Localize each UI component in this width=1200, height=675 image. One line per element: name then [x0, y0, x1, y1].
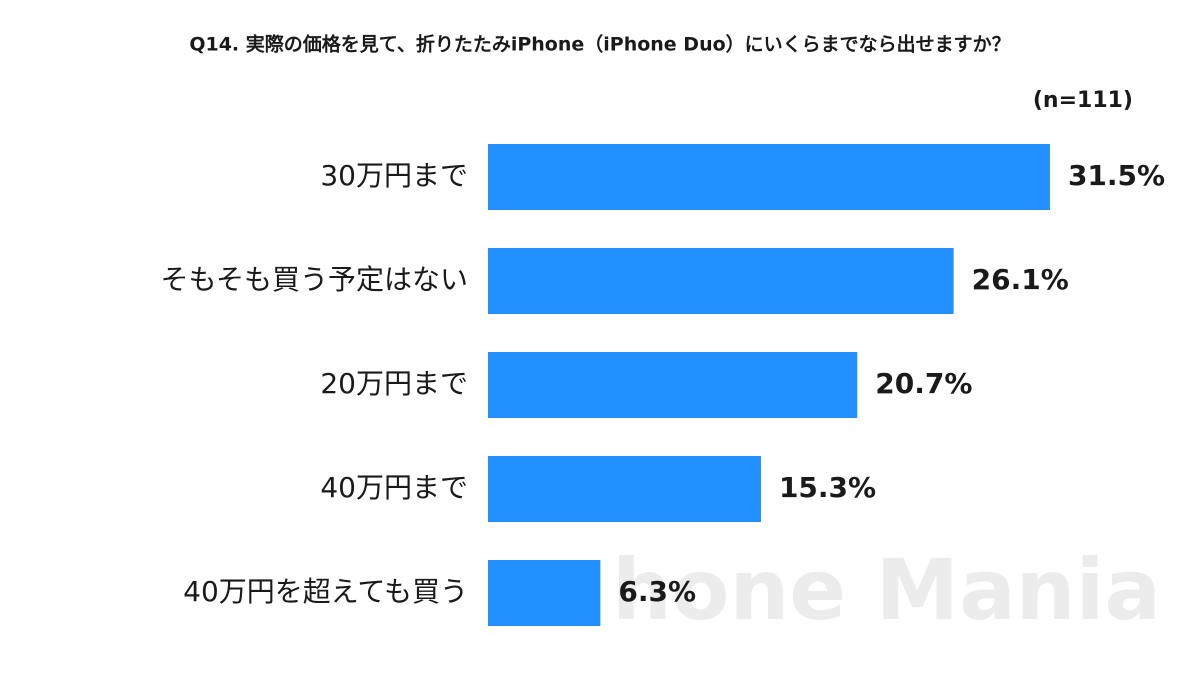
value-label: 15.3% — [779, 471, 876, 504]
value-label: 26.1% — [972, 263, 1069, 296]
category-label: そもそも買う予定はない — [161, 263, 468, 296]
category-label: 40万円まで — [320, 471, 468, 504]
watermark: hone Mania — [612, 541, 1161, 639]
value-label: 20.7% — [875, 367, 972, 400]
bar — [488, 144, 1050, 210]
value-label: 6.3% — [618, 575, 696, 608]
category-label: 20万円まで — [320, 367, 468, 400]
chart-title: Q14. 実際の価格を見て、折りたたみiPhone（iPhone Duo）にいく… — [189, 33, 1010, 56]
bar — [488, 456, 761, 522]
category-label: 30万円まで — [320, 159, 468, 192]
sample-size: (n=111) — [1033, 88, 1133, 113]
category-label: 40万円を超えても買う — [183, 575, 468, 608]
bar — [488, 248, 954, 314]
value-label: 31.5% — [1068, 159, 1165, 192]
bar — [488, 352, 858, 418]
bar — [488, 560, 601, 626]
